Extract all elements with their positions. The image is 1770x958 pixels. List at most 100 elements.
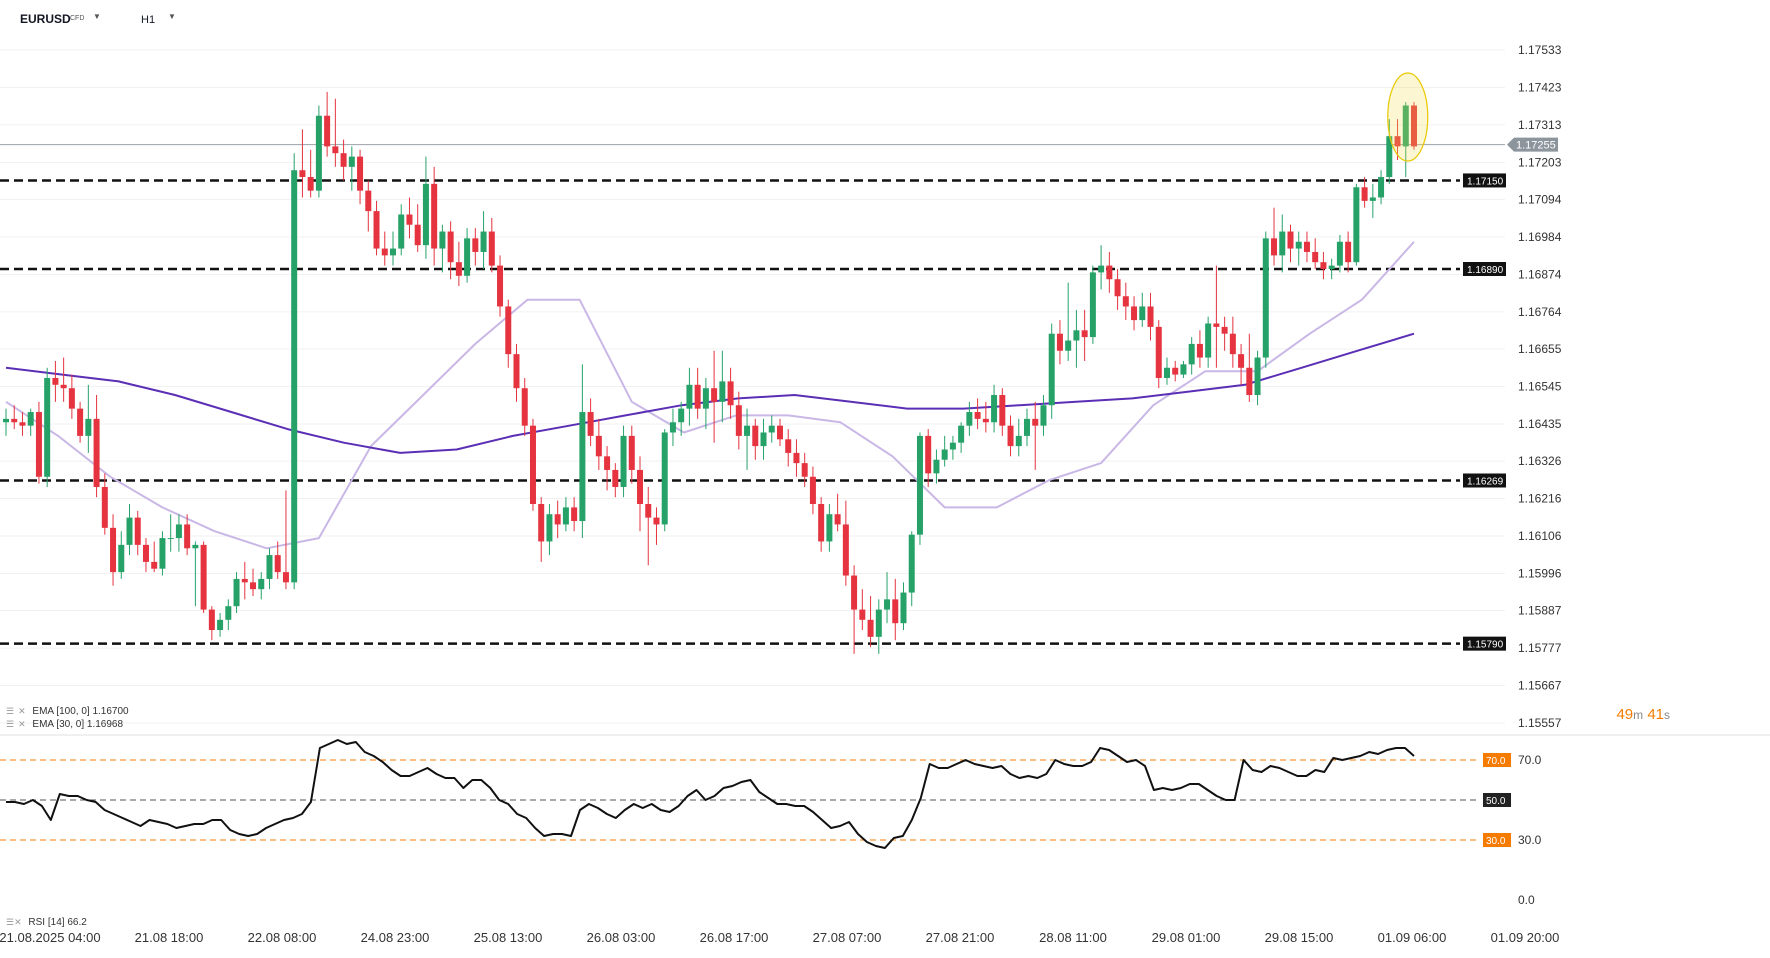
rsi-line: [6, 739, 1415, 849]
candle-body: [1361, 187, 1368, 201]
level-label: 1.16890: [1467, 265, 1504, 276]
timeframe-dropdown-icon[interactable]: ▼: [168, 12, 176, 21]
price-tick-label: 1.17313: [1518, 118, 1562, 132]
price-tick-label: 1.17203: [1518, 155, 1562, 169]
candle-body: [1081, 330, 1088, 338]
candle-body: [85, 418, 92, 436]
price-grid: [0, 49, 1505, 724]
candle-body: [1345, 241, 1352, 263]
candle-body: [192, 544, 199, 549]
candle-body: [1024, 418, 1031, 436]
candle-body: [35, 412, 42, 477]
candle-body: [1369, 197, 1376, 201]
candle-body: [1056, 333, 1063, 351]
candle-body: [686, 384, 693, 409]
candle-body: [702, 388, 709, 409]
candle-body: [77, 408, 84, 436]
candle-body: [1048, 333, 1055, 406]
candle-body: [1180, 364, 1187, 375]
settings-icon[interactable]: ☰: [6, 706, 15, 716]
candle-body: [1065, 340, 1072, 351]
rsi-legend[interactable]: ☰✕ RSI [14] 66.2: [6, 917, 87, 928]
ema-value: 1.16700: [92, 706, 129, 717]
candle-body: [315, 115, 322, 191]
candle-body: [1328, 265, 1335, 269]
ema30-legend[interactable]: ☰ ✕ EMA [30, 0] 1.16968: [6, 719, 123, 730]
candle-body: [422, 183, 429, 246]
candle-body: [1271, 238, 1278, 256]
candle-body: [637, 469, 644, 505]
time-tick-label: 27.08 07:00: [812, 930, 882, 945]
time-tick-label: 26.08 03:00: [586, 930, 656, 945]
candle-body: [307, 177, 314, 191]
time-tick-label: 01.09 06:00: [1377, 930, 1447, 945]
price-tick-label: 1.15557: [1518, 716, 1562, 730]
symbol-type: CFD: [70, 15, 85, 22]
candle-body: [1402, 105, 1409, 147]
candle-body: [768, 425, 775, 433]
price-tick-label: 1.16106: [1518, 529, 1562, 543]
rsi-level-label: 50.0: [1486, 796, 1506, 807]
close-icon[interactable]: ✕: [18, 706, 26, 716]
time-tick-label: 24.08 23:00: [360, 930, 430, 945]
candle-body: [134, 517, 141, 545]
settings-icon[interactable]: ☰: [6, 719, 15, 729]
current-price-label: 1.17255: [1516, 140, 1556, 152]
candle-body: [1188, 343, 1195, 365]
toolbar: EURUSD CFD ▼ H1 ▼: [0, 0, 1770, 36]
settings-icon[interactable]: ☰: [6, 917, 15, 927]
close-icon[interactable]: ✕: [18, 719, 26, 729]
candle-body: [925, 435, 932, 474]
candle-body: [1098, 265, 1105, 273]
candle-body: [373, 211, 380, 249]
candle-body: [958, 425, 965, 443]
symbol-name[interactable]: EURUSD: [20, 12, 71, 26]
level-label: 1.17150: [1467, 176, 1504, 187]
candle-body: [571, 507, 578, 522]
candle-body: [785, 439, 792, 453]
candle-body: [1007, 425, 1014, 447]
ema-value: 1.16968: [86, 719, 124, 730]
candle-body: [44, 377, 51, 477]
candle-body: [1229, 333, 1236, 355]
price-tick-label: 1.16984: [1518, 230, 1562, 244]
candle-body: [974, 412, 981, 419]
ema100-legend[interactable]: ☰ ✕ EMA [100, 0] 1.16700: [6, 706, 129, 717]
candle-body: [225, 606, 232, 620]
candle-body: [587, 412, 594, 436]
level-label: 1.15790: [1467, 640, 1504, 651]
candle-body: [217, 619, 224, 631]
candle-body: [52, 377, 59, 385]
candle-body: [521, 388, 528, 426]
candle-body: [19, 422, 26, 426]
close-icon[interactable]: ✕: [14, 917, 22, 927]
candle-body: [562, 507, 569, 525]
candle-body: [1163, 367, 1170, 378]
candle-body: [233, 578, 240, 607]
symbol-dropdown-icon[interactable]: ▼: [93, 12, 101, 21]
timeframe-selector[interactable]: H1: [141, 14, 156, 26]
candle-body: [93, 418, 100, 487]
candle-body: [398, 214, 405, 249]
price-tick-label: 1.15996: [1518, 566, 1562, 580]
time-tick-label: 29.08 15:00: [1264, 930, 1334, 945]
candle-body: [941, 449, 948, 460]
candle-body: [908, 534, 915, 593]
candle-body: [488, 231, 495, 266]
candle-body: [381, 248, 388, 256]
price-tick-label: 1.16326: [1518, 454, 1562, 468]
candle-body: [859, 609, 866, 620]
candle-body: [809, 476, 816, 505]
candle-body: [11, 418, 18, 423]
candle-body: [151, 561, 158, 569]
candle-body: [299, 170, 306, 178]
level-label: 1.16269: [1467, 477, 1504, 488]
candle-body: [1089, 272, 1096, 338]
candle-body: [1172, 367, 1179, 375]
candle-body: [1262, 238, 1269, 358]
price-tick-label: 1.16216: [1518, 492, 1562, 506]
ema-params: [30, 0]: [56, 719, 85, 730]
candle-body: [529, 425, 536, 505]
candle-body: [892, 599, 899, 624]
